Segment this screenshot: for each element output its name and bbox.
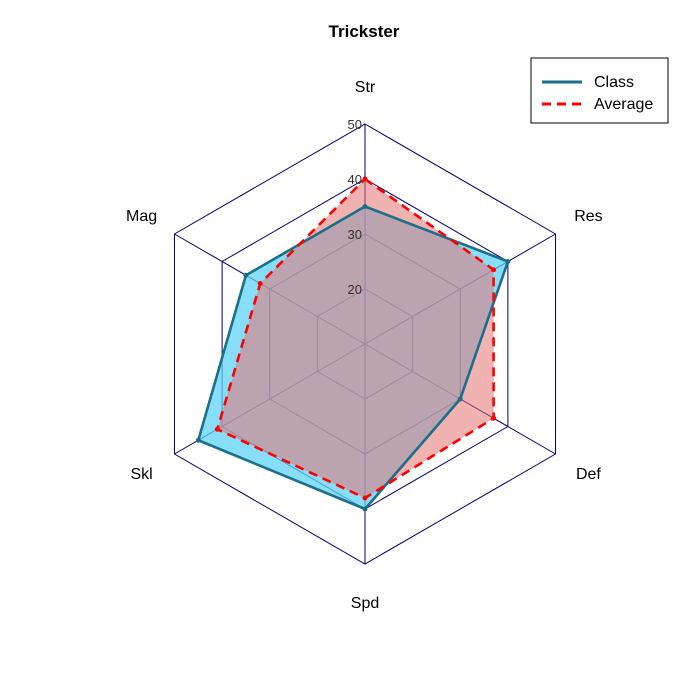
point-class-res xyxy=(505,259,511,264)
legend-label-class: Class xyxy=(594,74,634,91)
point-class-skl xyxy=(195,437,201,443)
legend-label-average: Average xyxy=(594,96,653,113)
axis-labels: Str Res Def Spd Skl Mag xyxy=(126,79,603,612)
axis-label-skl: Skl xyxy=(130,466,152,483)
radial-ticks: 20 30 40 50 xyxy=(348,117,362,297)
axis-label-mag: Mag xyxy=(126,208,157,225)
axis-label-spd: Spd xyxy=(351,595,379,612)
chart-title: Trickster xyxy=(329,22,400,41)
tick-label-50: 50 xyxy=(348,117,362,132)
tick-label-30: 30 xyxy=(348,227,362,242)
point-class-spd xyxy=(362,506,368,512)
point-class-mag xyxy=(243,272,249,278)
point-average-skl xyxy=(214,426,220,432)
axis-label-res: Res xyxy=(574,208,602,225)
series-polygons xyxy=(195,176,511,512)
legend: Class Average xyxy=(530,57,669,124)
point-average-spd xyxy=(362,495,368,501)
point-average-mag xyxy=(257,281,263,286)
point-class-def xyxy=(457,396,463,402)
point-class-str xyxy=(362,204,368,209)
axis-label-str: Str xyxy=(355,79,376,96)
axis-label-def: Def xyxy=(576,466,601,483)
tick-label-20: 20 xyxy=(348,282,362,297)
point-average-str xyxy=(362,176,368,182)
point-average-res xyxy=(491,267,497,273)
series-fill-average xyxy=(217,179,494,498)
point-average-def xyxy=(491,415,497,421)
tick-label-40: 40 xyxy=(348,172,362,187)
legend-box xyxy=(530,57,669,124)
